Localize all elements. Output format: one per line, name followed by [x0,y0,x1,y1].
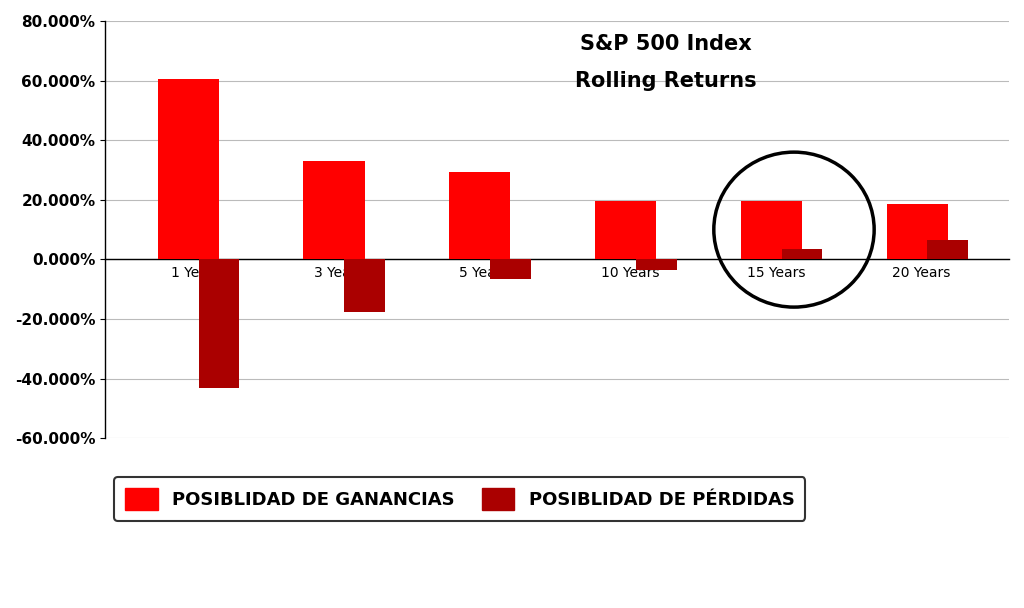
Bar [636,260,677,270]
Bar [595,201,656,260]
Bar [199,260,240,387]
Bar [158,79,219,260]
Bar [928,240,968,260]
Bar [490,260,530,279]
Text: S&P 500 Index: S&P 500 Index [580,33,752,54]
Text: Rolling Returns: Rolling Returns [574,71,757,91]
Bar [450,171,511,260]
Bar [781,249,822,260]
Legend: POSIBLIDAD DE GANANCIAS, POSIBLIDAD DE PÉRDIDAS: POSIBLIDAD DE GANANCIAS, POSIBLIDAD DE P… [115,477,806,521]
Bar [740,201,802,260]
Bar [344,260,385,311]
Bar [887,204,948,260]
Bar [303,161,365,260]
